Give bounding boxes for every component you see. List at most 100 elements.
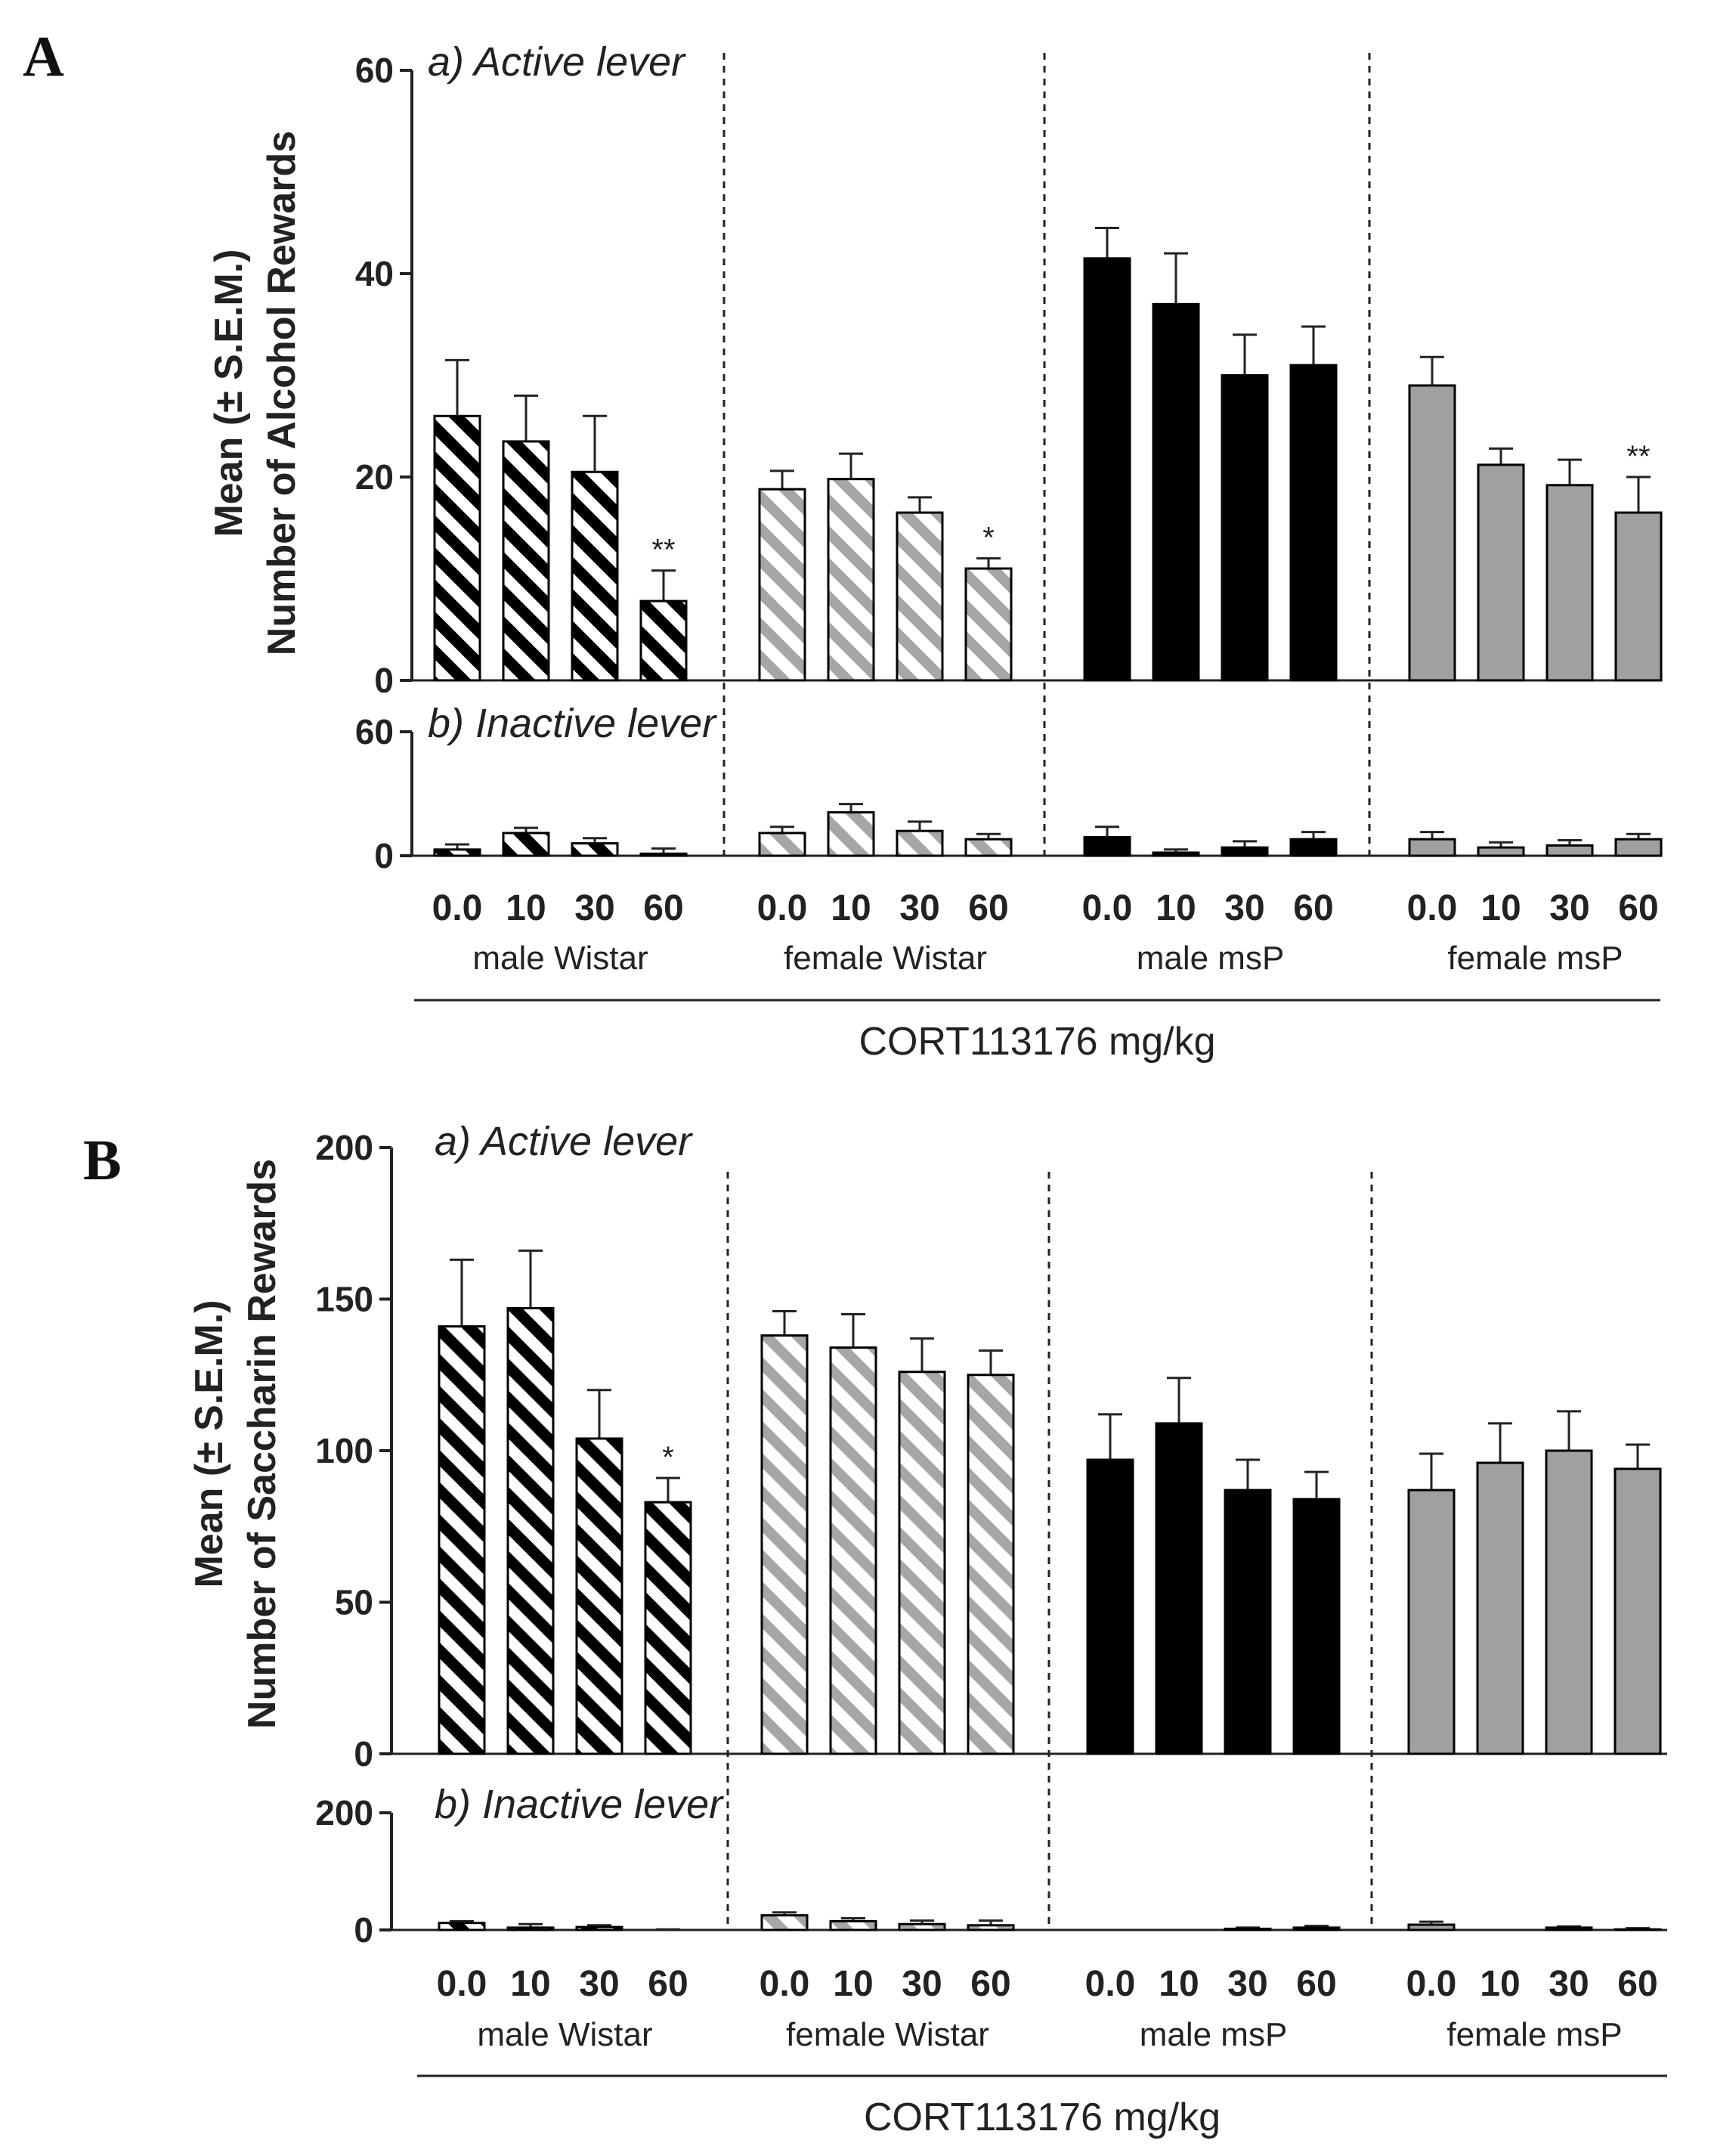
bar-male-wistar-60: [639, 599, 688, 682]
significance-marker: **: [651, 534, 675, 567]
bar-female-wistar-10: [827, 811, 875, 857]
y-tick-label: 0: [374, 661, 394, 700]
group-label: male Wistar: [472, 940, 648, 977]
bar-male-wistar-10: [502, 440, 550, 682]
bar-female-msp-30: [1545, 844, 1594, 857]
dose-tick-label: 0.0: [432, 888, 483, 928]
bar-male-msp-30: [1221, 374, 1269, 682]
panel-letter-a: A: [23, 25, 64, 88]
bar-female-wistar-30: [896, 511, 944, 682]
dose-tick-label: 0.0: [760, 1964, 810, 2004]
bar-female-msp-30: [1545, 484, 1594, 682]
dose-tick-label: 30: [1549, 1964, 1589, 2004]
bar-male-wistar-60: [639, 852, 688, 857]
dose-tick-label: 0.0: [757, 888, 808, 928]
dose-tick-label: 10: [1480, 888, 1521, 928]
bar-male-msp-10: [1152, 302, 1200, 682]
bar-female-wistar-30: [898, 1922, 946, 1931]
group-label: male Wistar: [477, 2016, 652, 2053]
bar-male-msp-30: [1221, 846, 1269, 857]
dose-tick-label: 0.0: [1407, 888, 1458, 928]
y-tick-label: 150: [315, 1280, 373, 1319]
bar-female-wistar-0.0: [758, 832, 806, 857]
dose-tick-label: 0.0: [1082, 888, 1133, 928]
dose-tick-label: 10: [1159, 1964, 1199, 2004]
dose-tick-label: 60: [1293, 888, 1333, 928]
bar-male-wistar-0.0: [433, 414, 481, 682]
inactive-lever-plot: 0 60 b) Inactive lever: [355, 701, 1663, 875]
y-tick-label: 200: [315, 1793, 373, 1832]
dose-tick-label: 60: [968, 888, 1008, 928]
group-label: male msP: [1137, 940, 1285, 977]
bar-female-msp-0.0: [1408, 384, 1456, 682]
group-label: female Wistar: [786, 2016, 989, 2053]
y-tick-label: 0: [374, 836, 394, 875]
bar-male-msp-10: [1155, 1422, 1203, 1755]
bar-female-msp-30: [1545, 1449, 1593, 1755]
bar-female-msp-30: [1545, 1926, 1593, 1931]
y-tick-label: 0: [354, 1910, 373, 1950]
bar-male-msp-0.0: [1083, 257, 1131, 682]
bar-male-msp-10: [1152, 851, 1200, 857]
y-tick-label: 60: [355, 712, 394, 751]
bar-female-wistar-60: [967, 1924, 1015, 1931]
dose-tick-label: 60: [648, 1964, 688, 2004]
dose-tick-label: 60: [1618, 888, 1658, 928]
subplot-title: b) Inactive lever: [428, 701, 717, 746]
y-axis-label: Mean (± S.E.M.): [207, 249, 251, 537]
bar-male-msp-30: [1224, 1927, 1272, 1931]
bar-male-msp-0.0: [1086, 1458, 1134, 1755]
bar-female-msp-10: [1476, 1461, 1524, 1755]
bar-male-wistar-10: [502, 832, 550, 857]
y-tick-label: 60: [355, 51, 394, 90]
dose-tick-label: 30: [1227, 1964, 1267, 2004]
bar-female-msp-0.0: [1407, 1923, 1456, 1931]
significance-marker: **: [1626, 440, 1650, 473]
bar-male-msp-60: [1292, 1498, 1341, 1755]
bar-female-wistar-10: [827, 478, 875, 682]
dose-tick-label: 60: [643, 888, 683, 928]
y-tick-label: 40: [355, 254, 394, 293]
dose-tick-label: 10: [833, 1964, 873, 2004]
bar-female-msp-10: [1477, 463, 1525, 682]
bar-female-wistar-10: [829, 1919, 877, 1931]
dose-tick-label: 60: [1617, 1964, 1657, 2004]
bar-female-wistar-60: [964, 567, 1013, 682]
dose-tick-label: 30: [1224, 888, 1264, 928]
y-tick-label: 200: [315, 1128, 373, 1167]
bar-female-wistar-60: [967, 1374, 1015, 1755]
panel-letter-b: B: [83, 1129, 122, 1192]
bar-female-msp-10: [1477, 846, 1525, 857]
chart-panel-a: Mean (± S.E.M.) Number of Alcohol Rewards…: [207, 39, 1663, 1064]
bar-male-wistar-30: [575, 1437, 623, 1755]
dose-tick-label: 30: [902, 1964, 942, 2004]
x-axis-label: CORT113176 mg/kg: [859, 1020, 1215, 1064]
significance-marker: *: [662, 1441, 674, 1474]
subplot-title: a) Active lever: [428, 39, 686, 85]
dose-tick-label: 10: [831, 888, 871, 928]
dose-tick-label: 10: [1156, 888, 1196, 928]
bar-male-wistar-30: [575, 1925, 623, 1931]
bar-female-msp-0.0: [1408, 838, 1456, 857]
y-axis-label: Mean (± S.E.M.): [187, 1299, 231, 1588]
dose-tick-label: 10: [506, 888, 546, 928]
bar-female-wistar-30: [898, 1371, 946, 1755]
y-tick-label: 50: [335, 1583, 373, 1622]
active-lever-plot: 0 50 100 150 200 a) Active lever *: [315, 1119, 1667, 1773]
bar-male-wistar-60: [644, 1501, 692, 1755]
bar-female-msp-0.0: [1407, 1488, 1456, 1755]
bar-male-msp-60: [1289, 364, 1338, 682]
dose-tick-label: 30: [579, 1964, 619, 2004]
dose-tick-label: 60: [970, 1964, 1010, 2004]
bar-female-msp-60: [1614, 1467, 1662, 1755]
dose-tick-label: 10: [510, 1964, 550, 2004]
dose-tick-label: 0.0: [1406, 1964, 1457, 2004]
inactive-lever-plot: 0 200 b) Inactive lever: [315, 1782, 1667, 1950]
bar-male-wistar-10: [506, 1926, 555, 1931]
bar-male-wistar-0.0: [438, 1922, 486, 1931]
group-label: male msP: [1140, 2016, 1288, 2053]
dose-tick-label: 30: [899, 888, 939, 928]
bar-female-wistar-0.0: [760, 1914, 809, 1931]
group-label: female msP: [1446, 2016, 1622, 2053]
